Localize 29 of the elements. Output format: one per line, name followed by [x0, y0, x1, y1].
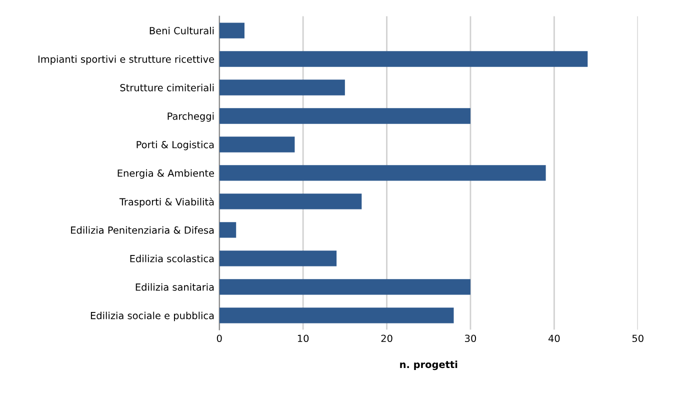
- y-tick-label: Strutture cimiteriali: [120, 84, 214, 92]
- bar: [219, 22, 244, 38]
- x-tick-label: 10: [298, 334, 309, 342]
- bar: [219, 250, 337, 266]
- y-tick-label: Energia & Ambiente: [118, 169, 214, 179]
- bar: [219, 80, 345, 96]
- bar: [219, 136, 295, 152]
- bar: [219, 308, 454, 324]
- x-tick-label: 0: [216, 334, 222, 342]
- bar: [219, 222, 236, 238]
- x-tick-label: 50: [632, 334, 644, 342]
- bar: [219, 194, 362, 210]
- y-tick-label: Edilizia sociale e pubblica: [90, 312, 214, 322]
- y-tick-label: Beni Culturali: [150, 26, 214, 34]
- bar: [219, 279, 470, 295]
- x-axis-title: n. progetti: [400, 360, 458, 370]
- y-tick-label: Impianti sportivi e strutture ricettive: [38, 55, 214, 65]
- y-tick-label: Parcheggi: [168, 112, 214, 122]
- y-tick-label: Porti & Logistica: [136, 140, 214, 150]
- x-tick-label: 20: [381, 334, 392, 342]
- bar: [219, 51, 588, 67]
- y-tick-label: Edilizia sanitaria: [136, 283, 214, 291]
- x-tick-label: 30: [465, 334, 476, 342]
- x-tick-label: 40: [548, 334, 560, 342]
- y-tick-label: Trasporti & Viabilità: [119, 198, 214, 208]
- y-tick-label: Edilizia Penitenziaria & Difesa: [71, 226, 214, 234]
- bar: [219, 165, 546, 181]
- y-tick-label: Edilizia scolastica: [130, 254, 214, 262]
- bar: [219, 108, 470, 124]
